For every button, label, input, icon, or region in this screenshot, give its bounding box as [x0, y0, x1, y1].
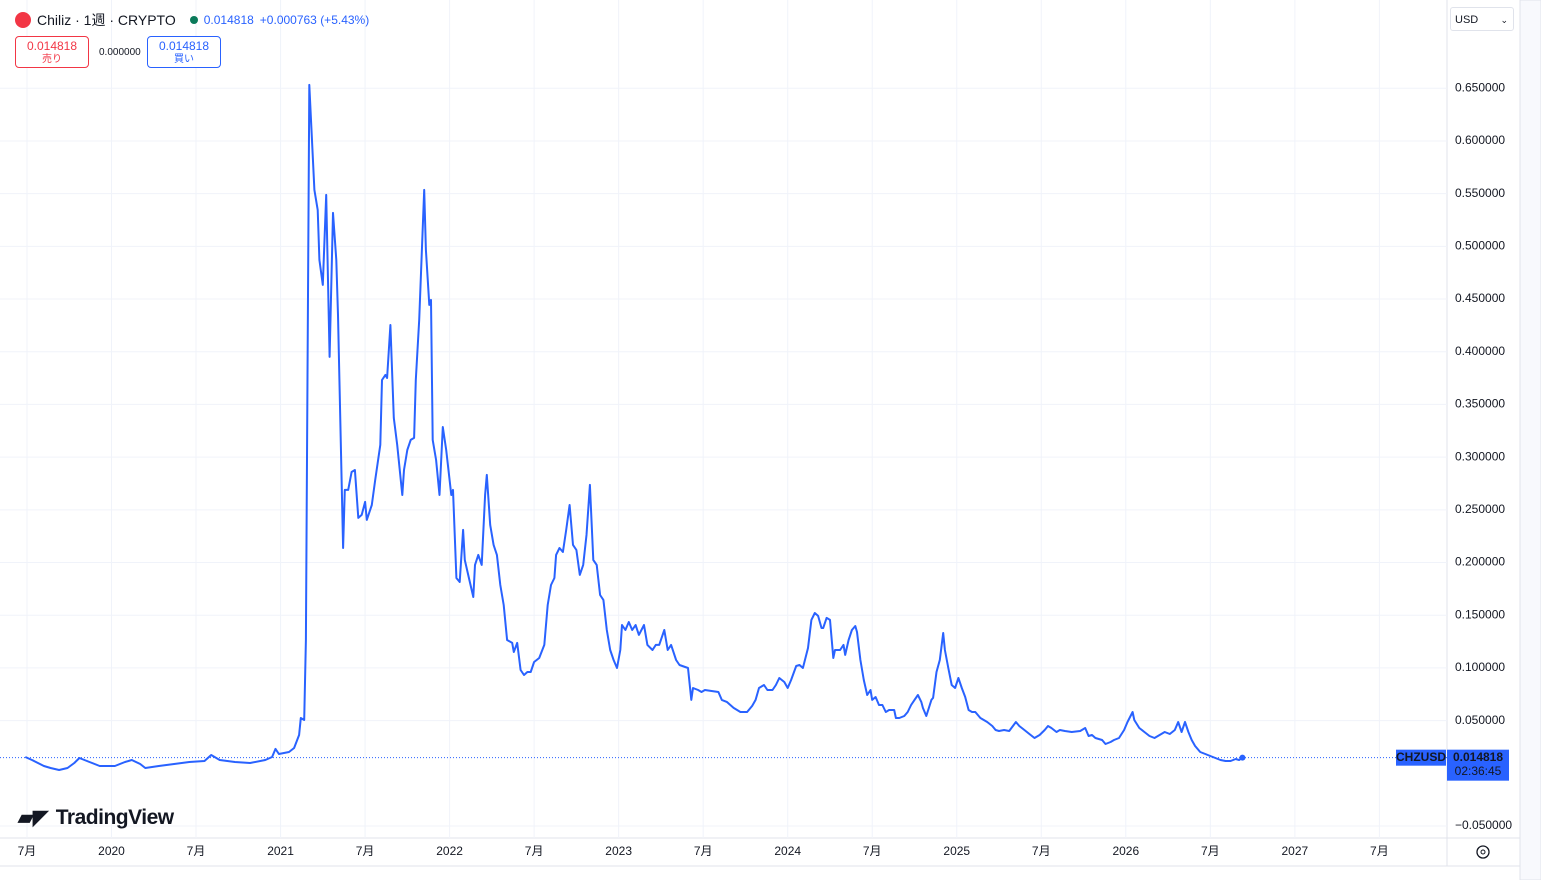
- x-tick-label: 7月: [187, 844, 206, 858]
- coin-icon: [15, 12, 31, 28]
- y-tick-label: 0.550000: [1455, 186, 1505, 200]
- x-tick-label: 2027: [1282, 844, 1309, 858]
- y-tick-label: 0.250000: [1455, 502, 1505, 516]
- settings-icon-center: [1480, 849, 1486, 855]
- y-tick-label: −0.050000: [1455, 818, 1512, 832]
- sell-button[interactable]: 0.014818 売り: [15, 36, 89, 68]
- market-status: [189, 16, 198, 24]
- y-tick-label: 0.400000: [1455, 344, 1505, 358]
- y-tick-label: 0.450000: [1455, 291, 1505, 305]
- price-line: [24, 83, 1243, 771]
- sell-label: 売り: [42, 54, 62, 65]
- x-tick-label: 2026: [1112, 844, 1139, 858]
- x-tick-label: 7月: [18, 844, 37, 858]
- x-tick-label: 2023: [605, 844, 632, 858]
- right-toolbar[interactable]: [1519, 0, 1541, 880]
- x-tick-label: 7月: [525, 844, 544, 858]
- y-tick-label: 0.050000: [1455, 713, 1505, 727]
- dropdown-arrow: ⌄: [1500, 15, 1508, 25]
- buy-label: 買い: [174, 54, 194, 65]
- symbol-tag: [1396, 749, 1446, 766]
- symbol-title[interactable]: Chiliz · 1週 · CRYPTO: [37, 12, 176, 28]
- y-tick-label: 0.600000: [1455, 133, 1505, 147]
- symbol-tag-text: CHZUSD: [1396, 750, 1446, 764]
- x-tick-label: 7月: [356, 844, 375, 858]
- x-tick-label: 2020: [98, 844, 125, 858]
- logo-mark: ▰◤: [18, 807, 48, 829]
- y-tick-label: 0.150000: [1455, 607, 1505, 621]
- x-tick-label: 2021: [267, 844, 294, 858]
- currency: USD: [1455, 14, 1479, 26]
- settings-icon[interactable]: [1476, 845, 1490, 859]
- y-tick-label: 0.200000: [1455, 555, 1505, 569]
- x-tick-label: 7月: [1370, 844, 1389, 858]
- x-tick-label: 2024: [774, 844, 801, 858]
- x-tick-label: 2022: [436, 844, 463, 858]
- currency-select[interactable]: USD ⌄: [1450, 7, 1514, 31]
- x-tick-label: 7月: [694, 844, 713, 858]
- logo[interactable]: ▰◤ TradingView: [18, 805, 174, 830]
- symbol-header: Chiliz · 1週 · CRYPTO 0.014818 +0.000763 …: [15, 10, 369, 30]
- price-change: +0.000763 (+5.43%): [259, 13, 370, 27]
- x-tick-label: 7月: [1201, 844, 1220, 858]
- y-tick-label: 0.650000: [1455, 80, 1505, 94]
- price-tag-price: 0.014818: [1453, 750, 1503, 764]
- y-tick-label: 0.500000: [1455, 239, 1505, 253]
- x-tick-label: 7月: [863, 844, 882, 858]
- price-tag: [1447, 749, 1509, 781]
- x-tick-label: 2025: [943, 844, 970, 858]
- buy-price: 0.014818: [158, 39, 210, 53]
- sell-price: 0.014818: [26, 39, 78, 53]
- spread: 0.000000: [99, 47, 141, 58]
- y-tick-label: 0.300000: [1455, 449, 1505, 463]
- price-tag-countdown: 02:36:45: [1455, 764, 1502, 778]
- last-point: [1239, 754, 1246, 761]
- y-tick-label: 0.350000: [1455, 397, 1505, 411]
- x-tick-label: 7月: [1032, 844, 1051, 858]
- grid: [0, 0, 1447, 838]
- last-price: 0.014818: [203, 13, 254, 27]
- y-tick-label: 0.100000: [1455, 660, 1505, 674]
- logo-text: TradingView: [55, 805, 174, 829]
- buy-button[interactable]: 0.014818 買い: [147, 36, 221, 68]
